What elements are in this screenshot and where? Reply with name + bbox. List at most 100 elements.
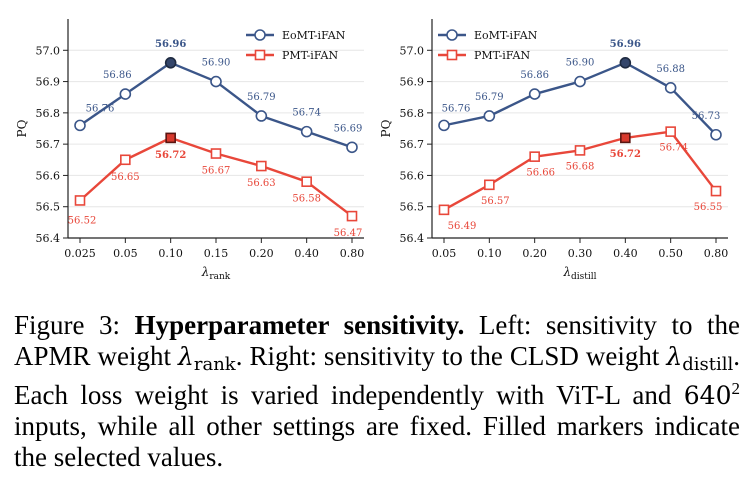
data-point [301, 176, 312, 187]
y-tick-label: 56.9 [400, 76, 425, 89]
data-point [483, 110, 496, 122]
data-label: 56.90 [202, 58, 231, 69]
y-axis-label: PQ [379, 119, 393, 137]
y-tick-label: 56.5 [400, 201, 425, 214]
x-tick-label: 0.40 [613, 247, 638, 260]
data-point [438, 119, 450, 132]
data-point [619, 56, 632, 69]
legend: EoMT-iFAN PMT-iFAN [246, 29, 346, 62]
y-tick-label: 56.7 [400, 138, 425, 151]
data-label: 56.69 [334, 123, 363, 134]
data-label: 56.90 [566, 58, 595, 69]
data-point [346, 141, 358, 154]
series-EoMT-iFAN: 56.76 56.86 56.96 56.90 56.79 56.74 56.69 [74, 39, 363, 154]
y-tick-label: 56.7 [36, 138, 61, 151]
x-tick-label: 0.80 [704, 247, 729, 260]
data-label: 56.66 [526, 168, 555, 179]
caption-text-1: Left: sensitivity to the APMR weight [14, 310, 740, 371]
data-point [710, 185, 722, 197]
data-label: 56.96 [610, 39, 641, 50]
x-axis-label: λrank [201, 265, 231, 282]
data-point [74, 119, 86, 132]
data-point [664, 82, 677, 94]
y-tick-label: 56.6 [36, 169, 61, 182]
data-label: 56.68 [566, 161, 595, 172]
data-label: 56.96 [155, 39, 186, 50]
data-point [346, 210, 358, 222]
legend-marker [446, 29, 458, 41]
data-point [529, 151, 540, 162]
series-PMT-iFAN: 56.49 56.57 56.66 56.68 56.72 56.74 56.55 [438, 126, 723, 232]
data-point [119, 88, 132, 100]
data-label: 56.72 [155, 150, 186, 161]
caption-text-3: . Each loss weight is varied independent… [14, 341, 740, 410]
data-label: 56.49 [448, 221, 477, 232]
legend-marker [446, 49, 458, 61]
x-axis-label: λdistill [562, 265, 596, 282]
caption-lambda-1: λ [178, 342, 194, 371]
legend-marker [254, 29, 266, 41]
legend-label: PMT-iFAN [474, 49, 530, 62]
legend-label: EoMT-iFAN [474, 29, 538, 42]
data-point [438, 204, 450, 216]
data-label: 56.74 [659, 143, 688, 154]
caption-title: Hyperparameter sensitivity. [134, 310, 465, 340]
x-tick-label: 0.10 [477, 247, 502, 260]
figure-caption: Figure 3: Hyperparameter sensitivity. Le… [14, 310, 740, 473]
x-tick-label: 0.10 [158, 247, 183, 260]
x-tick-label: 0.80 [340, 247, 365, 260]
y-tick-label: 56.8 [400, 107, 425, 120]
caption-sub-rank: rank [193, 354, 236, 375]
chart-panel-2: 56.4 56.5 56.6 56.7 56.8 56.9 57.0 0.05 0.10 0.20… [379, 19, 728, 282]
x-tick-label: 0.30 [568, 247, 593, 260]
caption-sup: 2 [731, 379, 741, 398]
legend-label: EoMT-iFAN [282, 29, 346, 42]
data-point [484, 179, 495, 191]
data-point [528, 88, 541, 100]
series-PMT-iFAN: 56.52 56.65 56.72 56.67 56.63 56.58 56.47 [68, 132, 363, 239]
legend-label: PMT-iFAN [282, 49, 338, 62]
data-point [165, 132, 176, 144]
data-label: 56.55 [694, 202, 723, 213]
x-tick-label: 0.40 [294, 247, 319, 260]
x-tick-label: 0.05 [113, 247, 138, 260]
chart-panel-1: 56.4 56.5 56.6 56.7 56.8 56.9 57.0 0.025 0.05 0.1… [15, 19, 364, 282]
hyperparameter-charts: 56.4 56.5 56.6 56.7 56.8 56.9 57.0 0.025 0.05 0.1… [15, 19, 728, 282]
caption-label: Figure 3: [14, 310, 135, 340]
data-label: 56.52 [68, 215, 97, 226]
data-label: 56.57 [481, 196, 510, 207]
data-point [210, 148, 222, 159]
x-tick-label: 0.20 [522, 247, 547, 260]
data-label: 56.65 [111, 172, 140, 183]
data-label: 56.86 [520, 70, 549, 81]
data-point [665, 126, 676, 137]
data-point [574, 145, 586, 156]
caption-lambda-2: λ [666, 342, 683, 371]
legend: EoMT-iFAN PMT-iFAN [438, 29, 538, 62]
data-point [164, 56, 177, 69]
y-tick-label: 57.0 [36, 44, 61, 57]
data-point [210, 75, 222, 88]
data-label: 56.74 [292, 108, 321, 119]
data-label: 56.86 [103, 70, 132, 81]
y-tick-label: 56.5 [36, 201, 61, 214]
y-tick-label: 56.4 [36, 232, 61, 245]
caption-sub-distill: distill [682, 354, 734, 375]
x-tick-label: 0.20 [249, 247, 274, 260]
y-tick-label: 56.8 [36, 107, 61, 120]
caption-text-4: inputs, while all other settings are fix… [14, 411, 740, 472]
data-label: 56.47 [334, 228, 363, 239]
y-tick-label: 56.6 [400, 169, 425, 182]
y-tick-label: 57.0 [400, 44, 425, 57]
x-tick-label: 0.05 [432, 247, 457, 260]
data-point [574, 75, 586, 88]
data-point [620, 132, 631, 144]
data-label: 56.79 [247, 92, 276, 103]
data-label: 56.58 [292, 194, 321, 205]
data-point [255, 110, 268, 122]
y-tick-label: 56.9 [36, 76, 61, 89]
data-label: 56.88 [656, 64, 685, 75]
caption-text-2: . Right: sensitivity to the CLSD weight [235, 341, 667, 371]
legend-marker [254, 49, 266, 61]
data-label: 56.76 [442, 103, 471, 114]
